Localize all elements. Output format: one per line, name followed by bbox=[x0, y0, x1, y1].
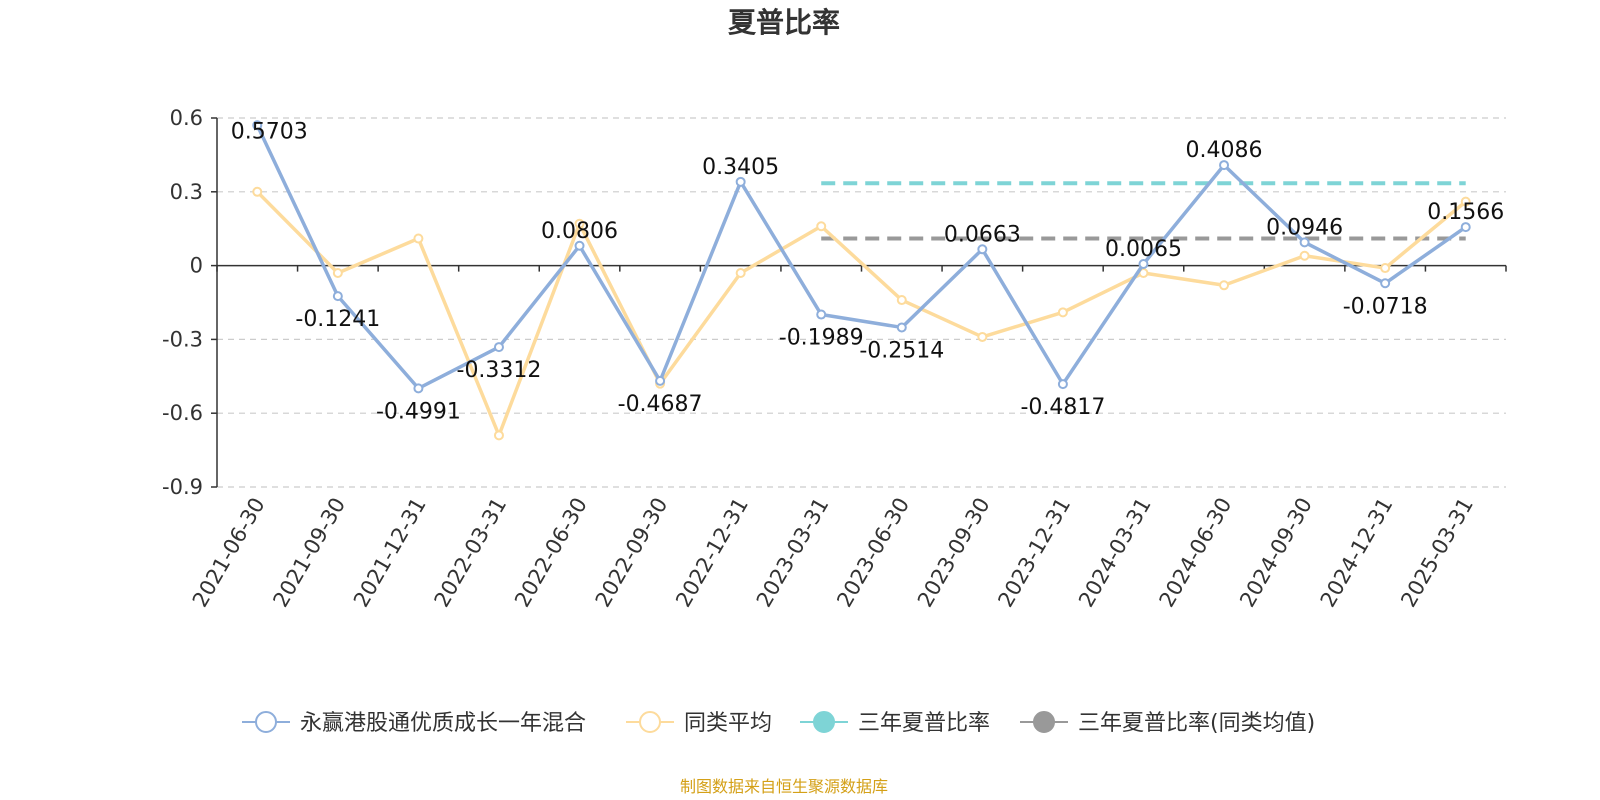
chart-title: 夏普比率 bbox=[728, 6, 840, 39]
data-point[interactable] bbox=[1138, 259, 1149, 270]
data-labels: 0.5703 -0.1241 -0.4991 -0.3312 0.0806 -0.4687… bbox=[231, 119, 1504, 424]
data-point[interactable] bbox=[1299, 237, 1310, 248]
data-point[interactable] bbox=[574, 240, 585, 251]
legend-label: 三年夏普比率 bbox=[858, 711, 990, 736]
data-point[interactable] bbox=[735, 267, 746, 278]
grid-lines bbox=[217, 117, 1506, 488]
data-point[interactable] bbox=[1380, 278, 1391, 289]
legend-item[interactable]: 同类平均 bbox=[626, 711, 772, 736]
data-point[interactable] bbox=[1057, 307, 1068, 318]
data-point[interactable] bbox=[413, 383, 424, 394]
data-point[interactable] bbox=[816, 309, 827, 320]
legend-marker-icon bbox=[255, 711, 277, 733]
data-point[interactable] bbox=[1219, 280, 1230, 291]
x-tick-label: 2023-09-30 bbox=[913, 494, 995, 612]
x-tick-label: 2023-06-30 bbox=[832, 494, 914, 612]
data-label: -0.1241 bbox=[295, 307, 380, 332]
data-label: 0.5703 bbox=[231, 119, 308, 144]
data-label: 0.0065 bbox=[1105, 237, 1182, 262]
data-point[interactable] bbox=[252, 120, 263, 131]
data-point[interactable] bbox=[896, 295, 907, 306]
data-point[interactable] bbox=[493, 342, 504, 353]
data-label: -0.4687 bbox=[618, 392, 703, 417]
x-tick-label: 2022-06-30 bbox=[510, 494, 592, 612]
x-tick-label: 2021-06-30 bbox=[188, 494, 270, 612]
reference-lines bbox=[821, 181, 1466, 241]
data-point[interactable] bbox=[1219, 160, 1230, 171]
x-tick-label: 2023-03-31 bbox=[752, 494, 834, 612]
legend-label: 永赢港股通优质成长一年混合 bbox=[300, 711, 586, 736]
x-tick-label: 2021-12-31 bbox=[349, 494, 431, 612]
legend-label: 三年夏普比率(同类均值) bbox=[1078, 711, 1315, 736]
data-label: 0.1566 bbox=[1427, 200, 1504, 225]
y-tick-label: -0.6 bbox=[162, 401, 203, 425]
x-tick-label: 2023-12-31 bbox=[993, 494, 1075, 612]
data-label: 0.0663 bbox=[944, 222, 1021, 247]
x-tick-label: 2022-03-31 bbox=[429, 494, 511, 612]
data-point[interactable] bbox=[413, 233, 424, 244]
legend[interactable]: 永赢港股通优质成长一年混合 同类平均 三年夏普比率 三年夏普比率(同类均值) bbox=[242, 711, 1315, 736]
data-point[interactable] bbox=[493, 430, 504, 441]
x-tick-label: 2024-03-31 bbox=[1074, 494, 1156, 612]
series-lines bbox=[252, 120, 1471, 441]
data-label: 0.0806 bbox=[541, 219, 618, 244]
y-tick-label: -0.9 bbox=[162, 475, 203, 499]
data-label: -0.4991 bbox=[376, 399, 461, 424]
x-tick-label: 2025-03-31 bbox=[1396, 494, 1478, 612]
legend-item[interactable]: 三年夏普比率 bbox=[800, 711, 990, 736]
series-line bbox=[255, 124, 1467, 391]
data-point[interactable] bbox=[735, 176, 746, 187]
legend-item[interactable]: 永赢港股通优质成长一年混合 bbox=[242, 711, 586, 736]
data-source-note: 制图数据来自恒生聚源数据库 bbox=[680, 777, 888, 796]
y-tick-label: -0.3 bbox=[162, 327, 203, 351]
data-label: 0.4086 bbox=[1186, 138, 1263, 163]
legend-item[interactable]: 三年夏普比率(同类均值) bbox=[1020, 711, 1315, 736]
data-point[interactable] bbox=[1460, 222, 1471, 233]
x-tick-label: 2024-12-31 bbox=[1316, 494, 1398, 612]
data-label: 0.0946 bbox=[1266, 215, 1343, 240]
data-point[interactable] bbox=[816, 221, 827, 232]
x-tick-label: 2024-09-30 bbox=[1235, 494, 1317, 612]
data-point[interactable] bbox=[574, 218, 585, 229]
data-label: -0.4817 bbox=[1020, 395, 1105, 420]
data-point[interactable] bbox=[252, 186, 263, 197]
data-label: -0.1989 bbox=[779, 326, 864, 351]
y-tick-label: 0.3 bbox=[170, 180, 203, 204]
x-tick-label: 2022-09-30 bbox=[591, 494, 673, 612]
data-label: -0.0718 bbox=[1343, 294, 1428, 319]
data-point[interactable] bbox=[977, 331, 988, 342]
data-label: -0.3312 bbox=[457, 358, 542, 383]
series-line bbox=[256, 190, 1467, 438]
data-point[interactable] bbox=[655, 375, 666, 386]
y-tick-label: 0 bbox=[190, 254, 203, 278]
x-tick-label: 2022-12-31 bbox=[671, 494, 753, 612]
x-tick-label: 2024-06-30 bbox=[1155, 494, 1237, 612]
data-label: 0.3405 bbox=[702, 155, 779, 180]
data-point[interactable] bbox=[1460, 196, 1471, 207]
legend-marker-icon bbox=[1033, 711, 1055, 733]
legend-marker-icon bbox=[813, 711, 835, 733]
data-point[interactable] bbox=[896, 322, 907, 333]
data-point[interactable] bbox=[1057, 379, 1068, 390]
data-point[interactable] bbox=[1299, 250, 1310, 261]
legend-label: 同类平均 bbox=[684, 711, 772, 736]
data-point[interactable] bbox=[332, 267, 343, 278]
data-point[interactable] bbox=[1380, 263, 1391, 274]
data-label: -0.2514 bbox=[859, 338, 944, 363]
data-point[interactable] bbox=[332, 291, 343, 302]
legend-marker-icon bbox=[639, 711, 661, 733]
data-point[interactable] bbox=[977, 244, 988, 255]
x-tick-label: 2021-09-30 bbox=[268, 494, 350, 612]
y-tick-label: 0.6 bbox=[170, 106, 203, 130]
